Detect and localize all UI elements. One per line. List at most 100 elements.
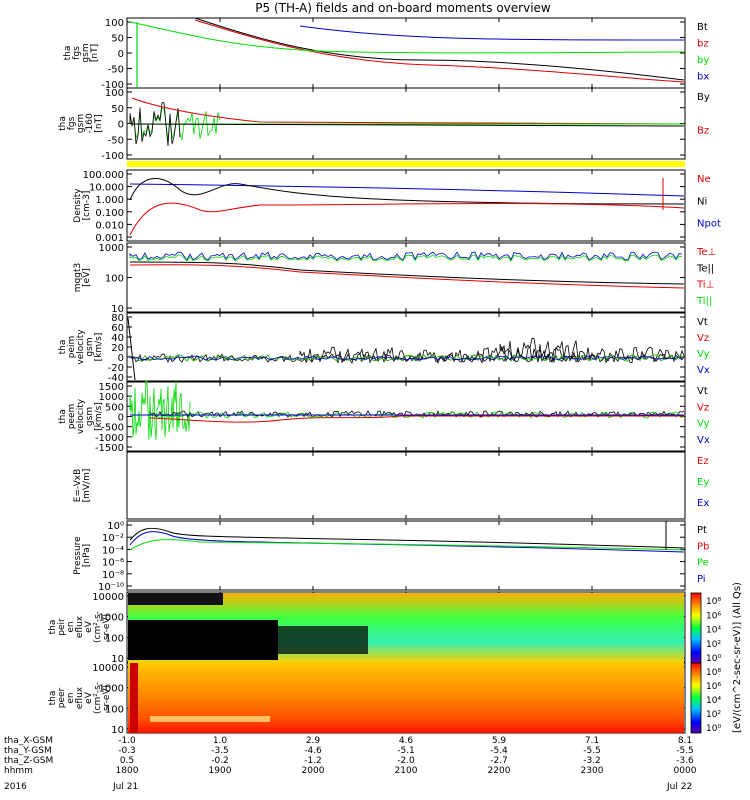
x-row-value: 0.5 <box>120 756 134 766</box>
x-row-value: -5.5 <box>676 746 694 756</box>
plot-title: P5 (TH-A) fields and on-board moments ov… <box>255 1 551 15</box>
ytick-peir-flux: 1000 <box>99 613 124 624</box>
x-row-value: 2000 <box>302 766 325 776</box>
peir-heatmap-body <box>128 593 684 663</box>
legend-density: Ni <box>697 196 707 207</box>
ytick-peir-flux: 100 <box>105 633 124 644</box>
series-line <box>129 539 685 551</box>
ylabel-peim-velocity: tha <box>58 340 68 355</box>
legend-fgs: Bt <box>697 22 708 33</box>
panel-frame-fgs <box>126 17 686 89</box>
yellow-status-bar <box>127 161 685 167</box>
panel-frame-density <box>126 169 686 242</box>
colorbar-peer <box>690 662 702 734</box>
x-row-label: tha_Y-GSM <box>4 746 52 756</box>
ytick-density: 1.000 <box>95 195 124 206</box>
ytick-peer-flux: 10 <box>111 725 124 736</box>
colorbar-tick: 10⁸ <box>706 668 721 678</box>
ytick-fgs: 50 <box>111 34 124 45</box>
panel-frame-peim-velocity <box>126 312 686 382</box>
colorbar-tick: 10⁶ <box>706 611 721 621</box>
legend-pressure: Pt <box>697 525 707 536</box>
ytick-density: 0.100 <box>95 208 124 219</box>
ylabel-density: [cm-3] <box>82 191 92 221</box>
series-line <box>129 102 181 147</box>
ylabel-fgs-hp: tha <box>58 116 68 131</box>
ytick-peem-velocity: 0 <box>118 413 124 424</box>
series-line <box>127 317 136 381</box>
ytick-peir-flux: 10000 <box>92 592 124 603</box>
ylabel-peem-velocity: [km/s] <box>94 402 104 431</box>
ytick-peem-velocity: 500 <box>105 402 124 413</box>
ytick-fgs-hp: -50 <box>108 135 124 146</box>
ylabel-peir-flux: tha <box>48 620 58 635</box>
x-row-value: -0.2 <box>211 756 229 766</box>
series-line <box>129 107 221 141</box>
colorbar-tick: 10⁴ <box>706 626 721 636</box>
legend-pressure: Pe <box>697 558 709 569</box>
colorbar-peir <box>690 592 702 664</box>
peir-dark-region <box>128 620 278 660</box>
peer-heatmap-body <box>128 663 684 733</box>
ylabel-peer-flux: (cm²-s- <box>93 682 103 714</box>
ylabel-peer-flux: eflux <box>75 686 85 709</box>
x-row-value: -1.0 <box>118 736 136 746</box>
legend-fgs: bz <box>697 39 709 50</box>
ylabel-peim-velocity: velocity <box>76 329 86 365</box>
ylabel-peem-velocity: velocity <box>76 398 86 434</box>
series-line <box>194 17 685 81</box>
series-line <box>499 337 581 364</box>
ytick-peim-velocity: 0 <box>118 353 124 364</box>
ytick-peem-velocity: 1500 <box>99 382 124 393</box>
ytick-peem-velocity: -1500 <box>95 443 124 454</box>
series-line <box>299 346 685 365</box>
series-line <box>129 251 683 261</box>
series-line <box>129 254 683 262</box>
ylabel-peir-flux: eflux <box>75 615 85 638</box>
ylabel-peir-flux: eV <box>84 620 94 633</box>
ytick-fgs-hp: 100 <box>105 88 124 99</box>
ylabel-pressure: Pressure <box>73 536 83 575</box>
x-row-value: 2100 <box>395 766 418 776</box>
ylabel-peir-flux: (cm²-s- <box>93 611 103 643</box>
ytick-peer-flux: 1000 <box>99 684 124 695</box>
ylabel-peim-velocity: peim <box>67 336 77 359</box>
ytick-density: 10.000 <box>89 183 124 194</box>
x-row-value: 8.1 <box>678 736 692 746</box>
ylabel-fgs-hp: gsm <box>76 114 86 133</box>
ylabel-density: Density <box>73 188 83 223</box>
x-row-label: hhmm <box>4 766 33 776</box>
ytick-peem-velocity: -500 <box>101 423 124 434</box>
series-line <box>131 97 685 125</box>
ylabel-efield: E=-VxB <box>73 469 83 503</box>
ytick-peim-velocity: 20 <box>111 343 124 354</box>
colorbar-tick: 10² <box>706 710 721 720</box>
x-date-end: Jul 22 <box>666 782 692 792</box>
x-row-value: -3.5 <box>211 746 229 756</box>
ytick-density: 0.010 <box>95 220 124 231</box>
ytick-peem-velocity: 1000 <box>99 392 124 403</box>
colorbar-tick: 10⁴ <box>706 696 721 706</box>
ylabel-efield: [mV/m] <box>82 469 92 503</box>
legend-temperature: Te|| <box>696 263 714 274</box>
legend-temperature: Te⊥ <box>696 247 716 258</box>
series-line <box>131 123 685 127</box>
x-row-value: -0.3 <box>118 746 136 756</box>
ylabel-peim-velocity: gsm <box>85 337 95 356</box>
ylabel-peem-velocity: tha <box>58 409 68 424</box>
ylabel-peir-flux: sr-eV) <box>102 614 112 640</box>
legend-temperature: Ti|| <box>696 296 712 307</box>
ylabel-temperature: mqgt3 <box>73 263 83 292</box>
series-line <box>129 354 683 362</box>
panel-frame-efield <box>126 451 686 520</box>
ylabel-fgs: fgs <box>72 46 82 60</box>
x-row-value: 0000 <box>674 766 697 776</box>
colorbar-tick: 10⁰ <box>706 724 721 734</box>
series-line <box>129 261 685 285</box>
ytick-fgs-hp: 0 <box>118 120 124 131</box>
curves <box>127 17 685 553</box>
ytick-fgs-hp: 50 <box>111 104 124 115</box>
ytick-fgs-hp: -100 <box>101 151 124 162</box>
ytick-pressure: 10⁻⁶ <box>102 558 124 569</box>
x-row-value: -3.6 <box>676 756 694 766</box>
